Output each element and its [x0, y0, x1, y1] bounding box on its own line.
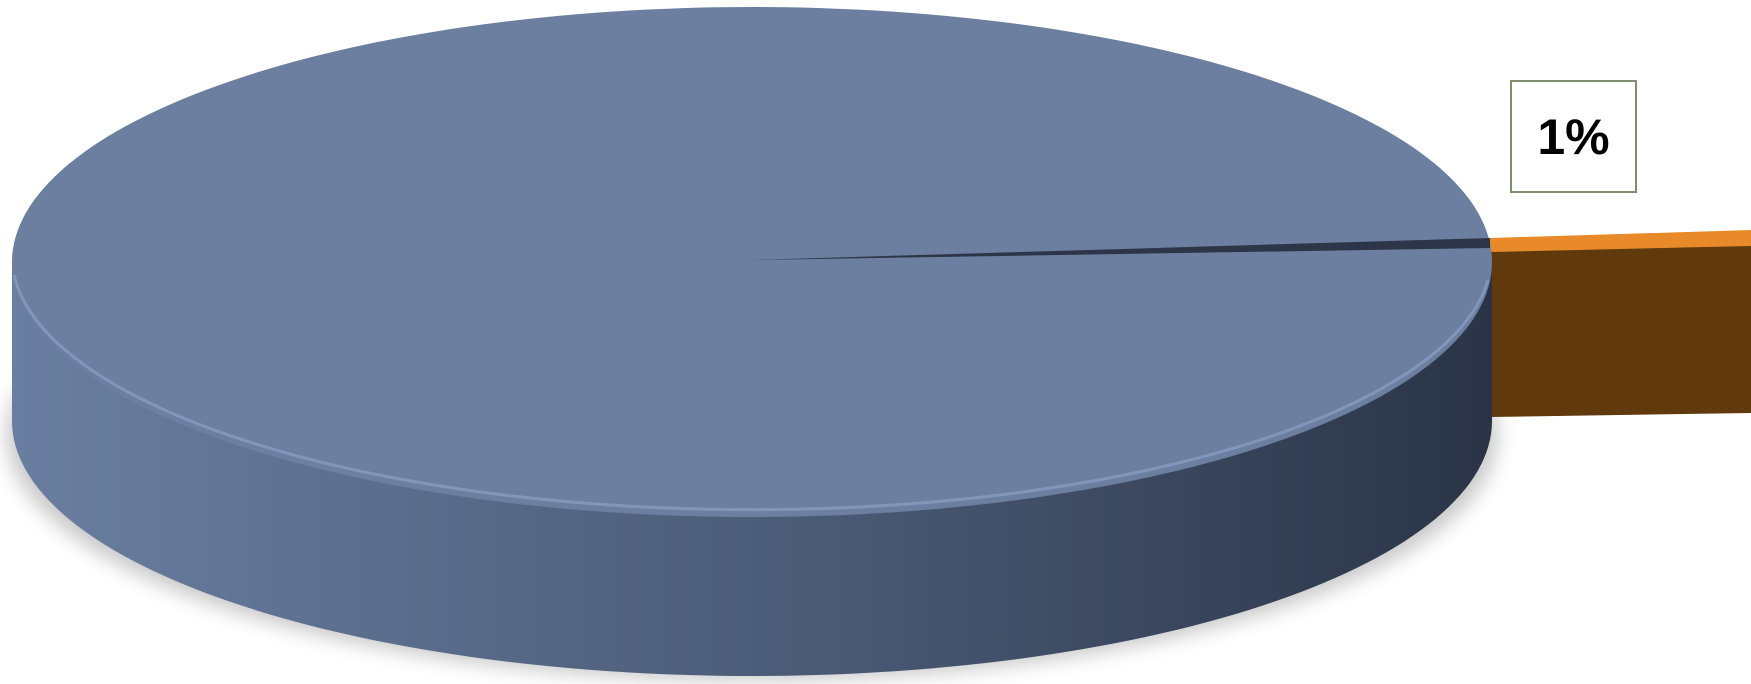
- pie-slice-gap: [752, 238, 1490, 260]
- pie-rim-highlight: [12, 274, 1490, 512]
- pie-slice-small-side: [1490, 238, 1751, 417]
- pie-slice-main-side: [12, 250, 1493, 676]
- slice-percent-label: 1%: [1537, 108, 1610, 165]
- pie-slice-main: [12, 7, 1492, 517]
- data-label-box: 1%: [1510, 80, 1637, 193]
